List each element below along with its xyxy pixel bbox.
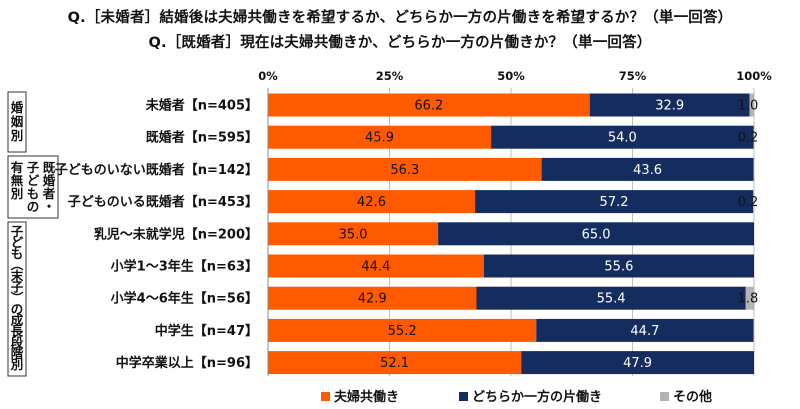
data-label: 54.0 [608,131,637,146]
category-label: 小学4～6年生【n=56】 [111,291,258,307]
group-label-children: 者 [42,186,56,201]
category-label: 子どものいる既婚者【n=453】 [68,194,258,210]
bar-single-earner [589,93,750,117]
category-label: 既婚者【n=595】 [146,130,258,146]
bar-both-working [268,222,439,246]
group-label-marital: 別 [10,128,24,143]
group-label-children: 別 [10,186,24,201]
data-label: 1.0 [738,99,759,114]
bar-both-working [268,286,477,310]
data-label: 42.6 [357,195,386,210]
bar-single-earner [483,254,754,278]
legend-both-working-label: 夫婦共働き [334,389,399,405]
legend-other-label: その他 [673,389,712,405]
data-label: 1.8 [738,292,759,307]
group-label-stage: の [11,302,24,317]
data-label: 55.6 [604,260,633,275]
group-label-marital: 婚 [10,100,24,115]
group-label-children: 無 [11,173,24,188]
group-label-stage: 子 [11,224,24,239]
bar-single-earner [521,351,754,375]
group-label-children: の [27,199,40,214]
data-label: 44.7 [630,324,659,339]
bar-both-working [268,157,542,181]
group-label-children: 子 [27,160,40,175]
x-tick-label: 25% [376,69,404,83]
data-label: 52.1 [380,356,409,371]
bar-both-working [268,351,522,375]
group-label-stage: ︵ [10,257,24,272]
group-label-children: 婚 [42,173,56,188]
data-label: 43.6 [633,163,662,178]
x-tick-label: 50% [497,69,525,83]
group-label-marital: 姻 [11,114,24,129]
x-tick-label: 0% [258,69,278,83]
group-label-stage: 段 [11,335,24,350]
bar-single-earner [491,125,754,149]
group-label-children: 有 [11,160,24,175]
legend-single-earner-swatch [459,392,468,401]
bar-both-working [268,254,484,278]
bar-other [753,190,754,214]
bar-single-earner [541,157,754,181]
category-label: 子どものいない既婚者【n=142】 [55,162,258,178]
group-label-children: ど [27,173,40,188]
group-label-children: ・ [43,199,56,214]
chart-title-line-2: Q.［既婚者］現在は夫婦共働きか、どちらか一方の片働きか？（単一回答） [148,35,652,51]
bar-single-earner [476,286,746,310]
data-label: 44.4 [361,260,390,275]
bar-single-earner [536,318,754,342]
group-label-stage: ︶ [10,290,24,305]
group-label-stage: 成 [11,313,24,328]
bar-both-working [268,125,492,149]
bar-both-working [268,93,590,117]
bar-other [753,125,755,149]
legend-other-swatch [660,392,669,401]
bar-other [745,286,755,310]
data-label: 35.0 [339,227,368,242]
legend-single-earner-label: どちらか一方の片働き [472,389,602,405]
data-label: 45.9 [365,131,394,146]
x-tick-label: 100% [736,69,772,83]
group-label-stage: 階 [11,346,24,361]
data-label: 65.0 [582,227,611,242]
bar-both-working [268,318,537,342]
bar-single-earner [475,190,754,214]
group-label-children: 既 [43,160,56,175]
legend-both-working-swatch [321,392,330,401]
data-label: 55.2 [388,324,417,339]
x-tick-label: 75% [619,69,647,83]
group-label-stage: ど [11,235,24,250]
group-label-stage: 末 [10,268,24,283]
data-label: 32.9 [655,99,684,114]
group-label-stage: も [11,246,24,261]
data-label: 0.2 [738,131,759,146]
bar-both-working [268,190,476,214]
category-label: 未婚者【n=405】 [145,98,258,114]
group-box-stage [7,221,27,377]
data-label: 0.2 [738,195,759,210]
category-label: 中学卒業以上【n=96】 [116,355,258,371]
data-label: 56.3 [390,163,419,178]
data-label: 55.4 [597,292,626,307]
group-box-marital [7,91,27,153]
category-label: 中学生【n=47】 [155,323,258,339]
category-label: 乳児～未就学児【n=200】 [94,226,258,242]
group-label-stage: 子 [11,279,24,294]
data-label: 57.2 [600,195,629,210]
data-label: 42.9 [358,292,387,307]
category-label: 小学1～3年生【n=63】 [111,259,258,275]
data-label: 66.2 [414,99,443,114]
group-box-children [7,155,59,219]
bar-single-earner [438,222,754,246]
group-label-stage: 別 [10,357,24,372]
data-label: 47.9 [623,356,652,371]
group-label-children: も [27,186,40,201]
bar-other [749,93,755,117]
group-label-stage: 長 [11,324,24,339]
chart-title-line-1: Q.［未婚者］結婚後は夫婦共働きを希望するか、どちらか一方の片働きを希望するか？… [67,10,733,26]
